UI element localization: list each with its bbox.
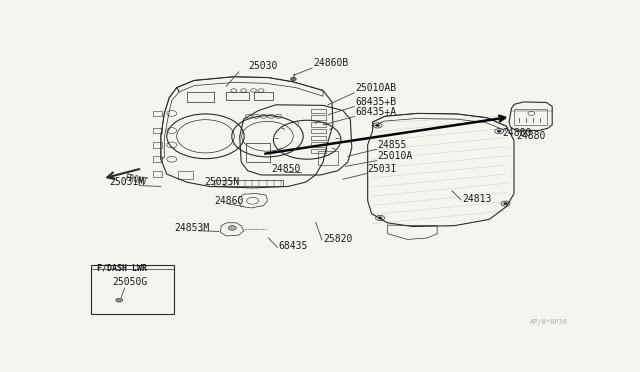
Circle shape [291, 77, 296, 81]
Text: FRONT: FRONT [124, 173, 148, 186]
Text: 24850: 24850 [271, 164, 300, 174]
Circle shape [116, 298, 123, 302]
Text: 24880: 24880 [503, 128, 532, 138]
Circle shape [378, 217, 382, 219]
Text: 25035N: 25035N [204, 177, 239, 187]
Text: 68435+A: 68435+A [355, 107, 396, 117]
Text: 68435: 68435 [278, 241, 308, 251]
Text: 25820: 25820 [323, 234, 353, 244]
Text: 24880: 24880 [516, 131, 546, 141]
Circle shape [376, 124, 380, 126]
Text: 24855: 24855 [378, 140, 407, 150]
Text: 2503I: 2503I [367, 164, 397, 174]
Text: 24813: 24813 [462, 194, 492, 204]
Text: F/DASH LWR: F/DASH LWR [97, 264, 147, 273]
Text: 25010AB: 25010AB [355, 83, 396, 93]
Text: AP/8*0P36: AP/8*0P36 [531, 319, 568, 325]
Text: 25050G: 25050G [112, 277, 147, 287]
Text: 24860B: 24860B [313, 58, 348, 68]
Text: 24853M: 24853M [174, 223, 209, 233]
Text: 68435+B: 68435+B [355, 97, 396, 107]
Text: 25010A: 25010A [378, 151, 413, 161]
Text: 25031M: 25031M [110, 177, 145, 187]
Circle shape [228, 226, 236, 230]
Circle shape [504, 202, 508, 205]
Text: 24860: 24860 [214, 196, 243, 206]
Circle shape [497, 130, 501, 132]
Text: 25030: 25030 [249, 61, 278, 71]
